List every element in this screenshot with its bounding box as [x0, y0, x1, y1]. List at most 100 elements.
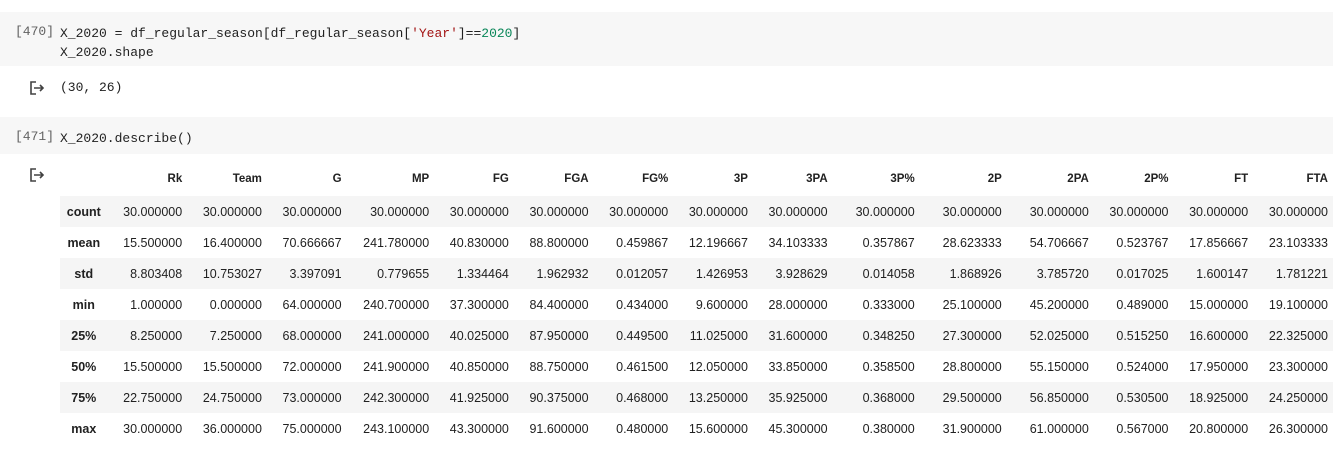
table-cell: 1.334464	[456, 266, 509, 281]
table-cell: 91.600000	[529, 421, 589, 436]
table-cell: 8.803408	[130, 266, 183, 281]
table-cell: 30.000000	[609, 204, 669, 219]
column-header: Rk	[167, 173, 183, 185]
column-header: FG%	[642, 173, 669, 185]
table-cell: 23.103333	[1268, 235, 1328, 250]
table-row: count 30.000000 30.000000 30.000000 30.00000…	[60, 196, 1333, 227]
table-cell: 30.000000	[449, 204, 509, 219]
table-cell: 40.830000	[449, 235, 509, 250]
row-index-label: 50%	[71, 359, 97, 374]
table-cell: 88.800000	[529, 235, 589, 250]
table-cell: 75.000000	[282, 421, 342, 436]
table-cell: 68.000000	[282, 328, 342, 343]
table-cell: 0.567000	[1116, 421, 1169, 436]
column-header: G	[332, 173, 342, 185]
table-cell: 31.900000	[942, 421, 1002, 436]
execution-count: [470]	[15, 24, 55, 39]
table-cell: 15.000000	[1189, 297, 1249, 312]
table-cell: 0.461500	[616, 359, 669, 374]
column-header: 3PA	[806, 173, 828, 185]
table-cell: 13.250000	[688, 390, 748, 405]
code-text: ]	[512, 26, 521, 41]
table-cell: 1.600147	[1196, 266, 1249, 281]
table-cell: 26.300000	[1268, 421, 1328, 436]
table-cell: 241.780000	[363, 235, 430, 250]
table-cell: 15.500000	[123, 359, 183, 374]
table-cell: 0.449500	[616, 328, 669, 343]
table-cell: 22.325000	[1268, 328, 1328, 343]
table-row: 50% 15.500000 15.500000 72.000000 241.900000…	[60, 351, 1333, 382]
table-cell: 25.100000	[942, 297, 1002, 312]
code-text: ]==	[457, 26, 482, 41]
table-cell: 7.250000	[209, 328, 262, 343]
table-cell: 28.800000	[942, 359, 1002, 374]
code-cell-470[interactable]: [470] X_2020 = df_regular_season[df_regu…	[0, 12, 1333, 66]
table-cell: 30.000000	[942, 204, 1002, 219]
table-cell: 0.380000	[862, 421, 915, 436]
table-cell: 23.300000	[1268, 359, 1328, 374]
code-editor[interactable]: X_2020 = df_regular_season[df_regular_se…	[60, 24, 520, 62]
table-cell: 15.500000	[202, 359, 262, 374]
table-cell: 1.868926	[949, 266, 1002, 281]
table-cell: 240.700000	[363, 297, 430, 312]
table-cell: 0.480000	[616, 421, 669, 436]
table-row: mean 15.500000 16.400000 70.666667 241.78000…	[60, 227, 1333, 258]
table-cell: 12.050000	[688, 359, 748, 374]
table-cell: 3.397091	[289, 266, 342, 281]
table-cell: 73.000000	[282, 390, 342, 405]
row-index-label: max	[71, 421, 97, 436]
table-cell: 0.459867	[616, 235, 669, 250]
column-header: 3P%	[890, 173, 915, 185]
index-header	[60, 162, 108, 196]
table-cell: 0.014058	[862, 266, 915, 281]
table-cell: 30.000000	[370, 204, 430, 219]
column-header: FT	[1234, 173, 1249, 185]
table-cell: 0.333000	[862, 297, 915, 312]
row-index-label: count	[66, 204, 101, 219]
table-cell: 30.000000	[688, 204, 748, 219]
table-cell: 35.925000	[768, 390, 828, 405]
cell-output-text: (30, 26)	[60, 80, 123, 95]
table-cell: 22.750000	[123, 390, 183, 405]
code-text: X_2020 = df_regular_season[df_regular_se…	[60, 26, 412, 41]
table-cell: 20.800000	[1189, 421, 1249, 436]
table-cell: 11.025000	[689, 328, 748, 343]
table-cell: 29.500000	[942, 390, 1002, 405]
table-cell: 30.000000	[123, 421, 183, 436]
table-cell: 17.950000	[1189, 359, 1249, 374]
table-cell: 0.523767	[1116, 235, 1169, 250]
table-cell: 0.779655	[377, 266, 430, 281]
code-cell-471[interactable]: [471] X_2020.describe()	[0, 117, 1333, 154]
table-cell: 3.928629	[775, 266, 828, 281]
column-header: FG	[492, 173, 509, 185]
table-cell: 43.300000	[449, 421, 509, 436]
row-index-label: 25%	[71, 328, 97, 343]
table-cell: 36.000000	[202, 421, 262, 436]
table-cell: 70.666667	[282, 235, 342, 250]
table-cell: 243.100000	[363, 421, 430, 436]
table-cell: 37.300000	[449, 297, 509, 312]
table-cell: 241.900000	[363, 359, 430, 374]
table-cell: 1.426953	[695, 266, 748, 281]
output-arrow-icon[interactable]	[28, 80, 46, 96]
table-cell: 0.434000	[616, 297, 669, 312]
table-cell: 64.000000	[282, 297, 342, 312]
table-cell: 88.750000	[529, 359, 589, 374]
table-row: std 8.803408 10.753027 3.397091 0.779655 1.33…	[60, 258, 1333, 289]
row-index-label: 75%	[71, 390, 97, 405]
table-row: max 30.000000 36.000000 75.000000 243.100000…	[60, 413, 1333, 444]
table-cell: 30.000000	[123, 204, 183, 219]
code-editor[interactable]: X_2020.describe()	[60, 129, 193, 148]
table-cell: 0.017025	[1116, 266, 1169, 281]
table-cell: 18.925000	[1189, 390, 1249, 405]
column-header: FGA	[564, 173, 589, 185]
table-cell: 1.000000	[130, 297, 183, 312]
table-cell: 0.012057	[616, 266, 669, 281]
table-cell: 84.400000	[529, 297, 589, 312]
table-cell: 30.000000	[768, 204, 828, 219]
table-cell: 10.753027	[202, 266, 262, 281]
output-arrow-icon[interactable]	[28, 167, 46, 183]
table-cell: 242.300000	[363, 390, 430, 405]
code-text: X_2020.shape	[60, 45, 154, 60]
table-cell: 30.000000	[855, 204, 915, 219]
